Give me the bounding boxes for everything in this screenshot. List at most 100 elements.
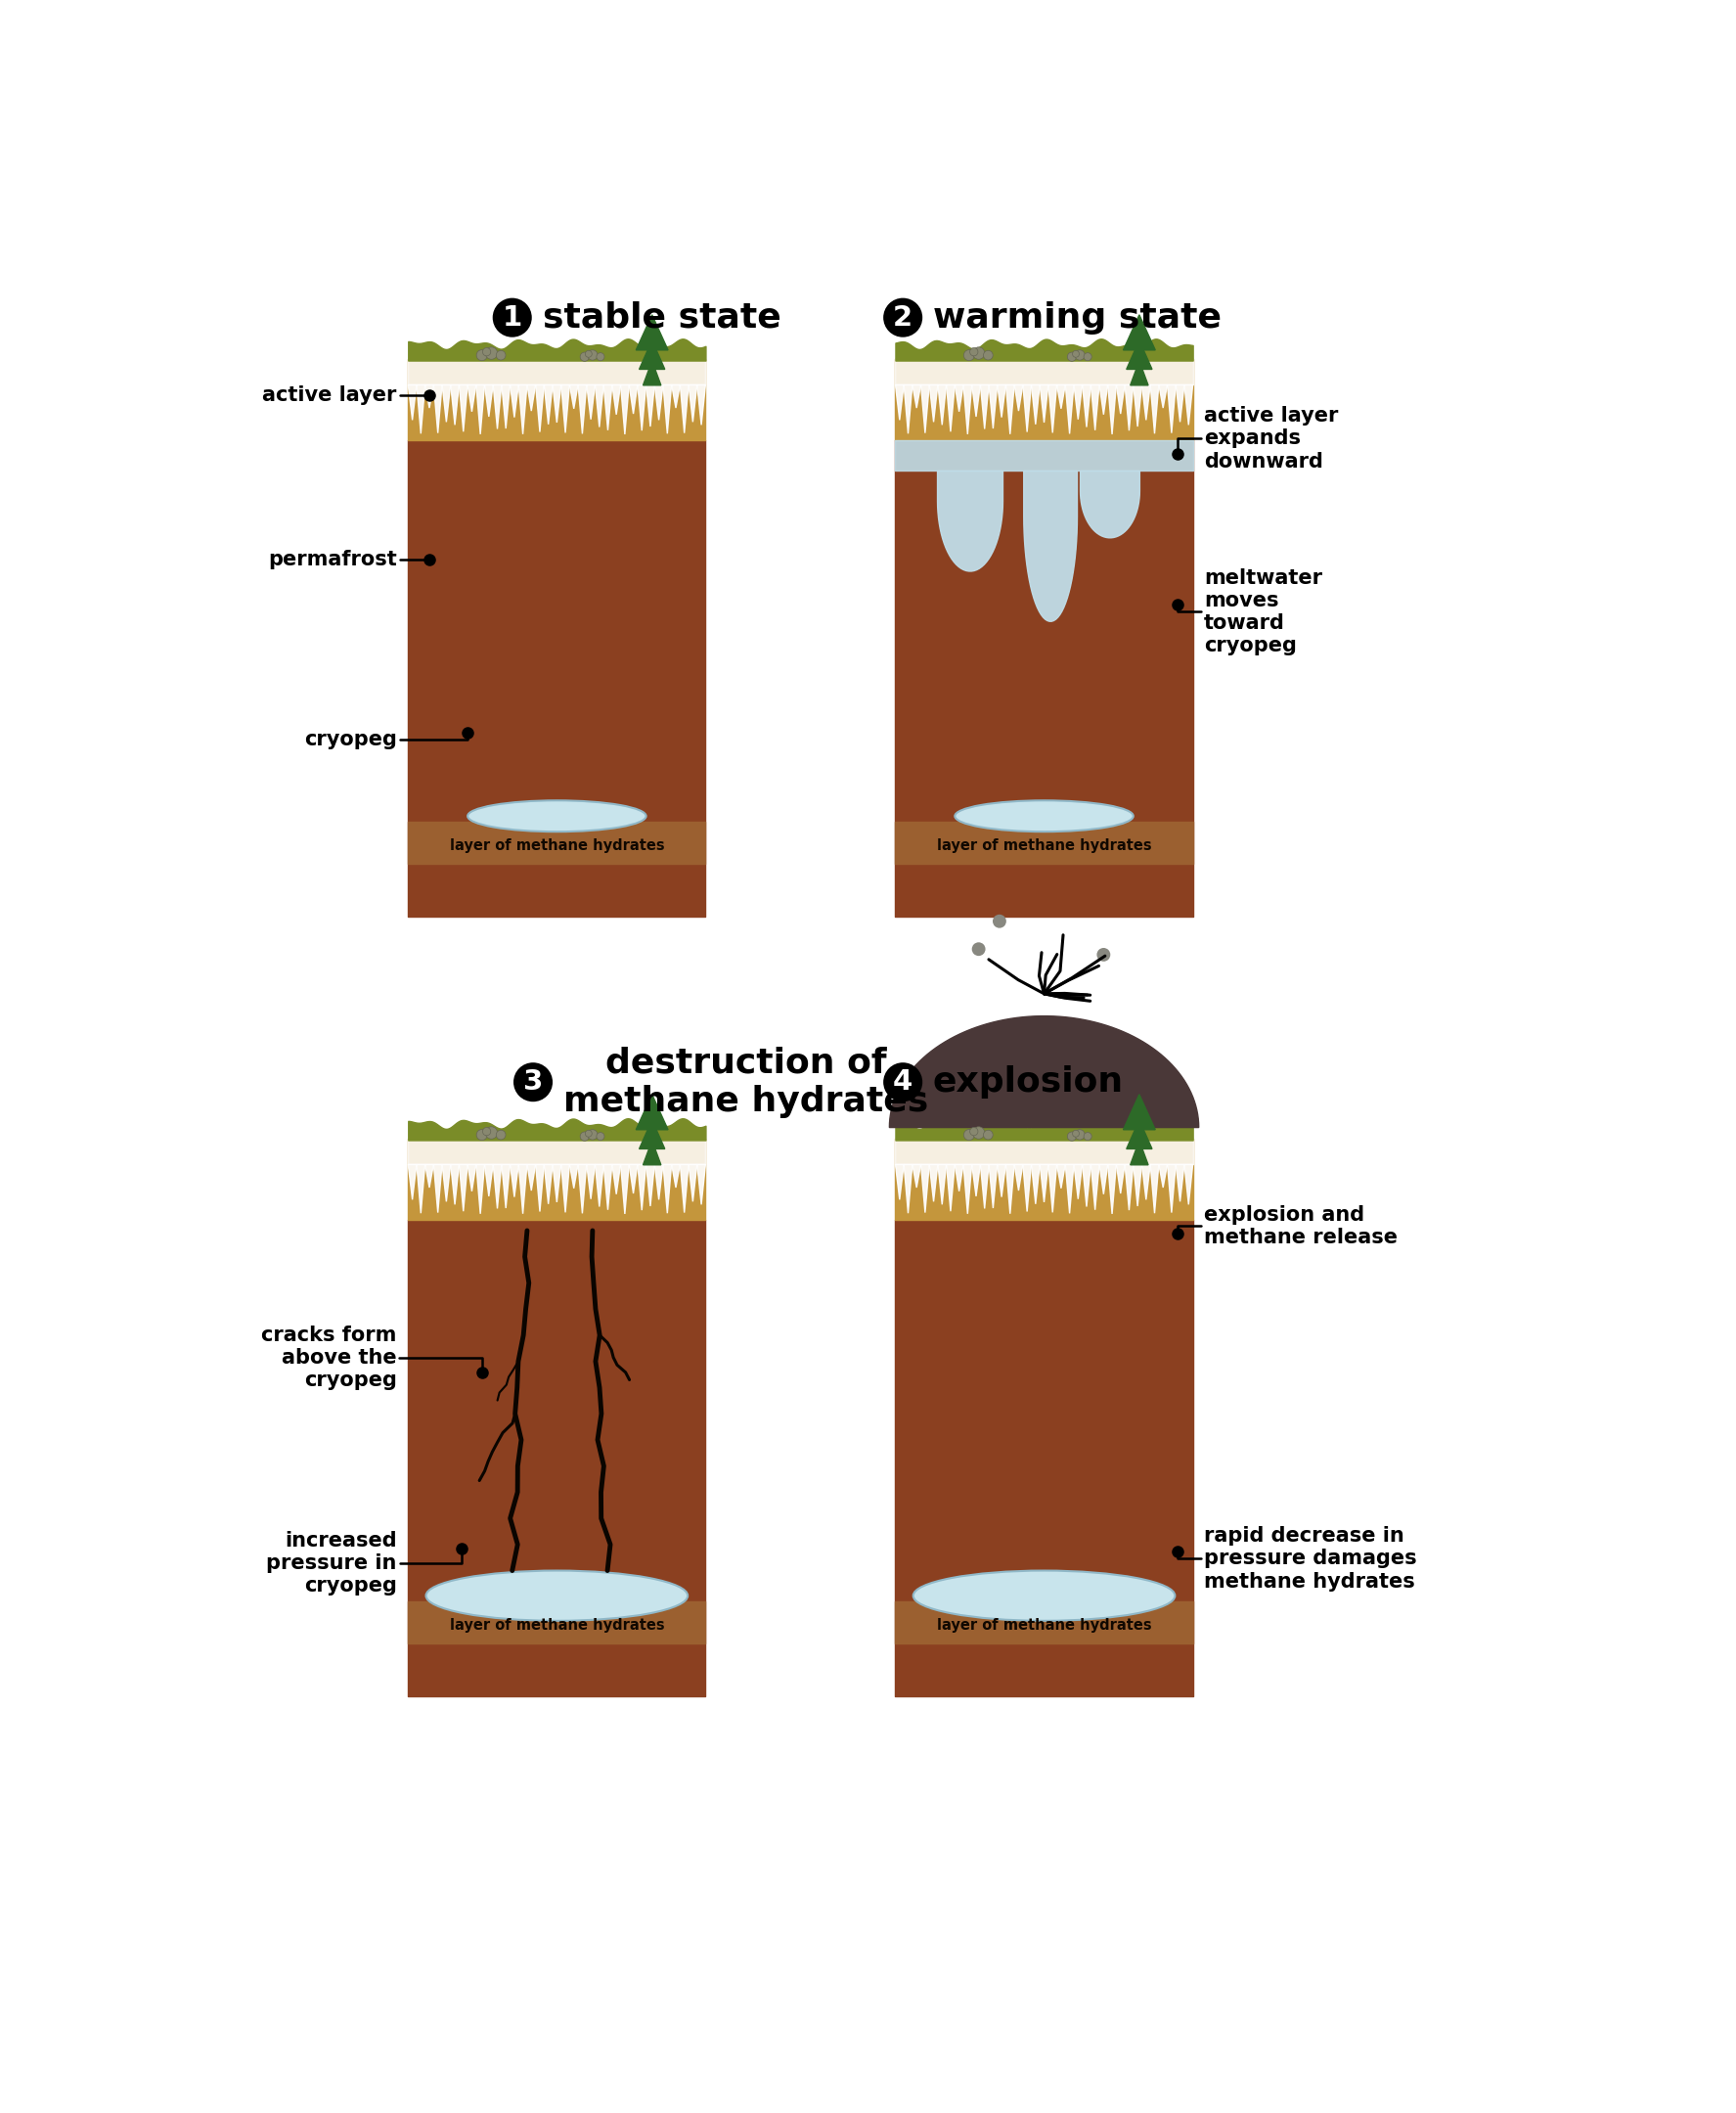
Polygon shape [904, 385, 913, 433]
Polygon shape [639, 340, 665, 370]
Polygon shape [1127, 340, 1153, 370]
Polygon shape [663, 1164, 672, 1213]
Polygon shape [569, 1164, 578, 1188]
Polygon shape [620, 385, 628, 435]
Polygon shape [1075, 385, 1082, 418]
Polygon shape [1167, 1164, 1175, 1213]
Polygon shape [920, 385, 929, 433]
Circle shape [486, 347, 498, 359]
Text: destruction of
methane hydrates: destruction of methane hydrates [562, 1046, 929, 1118]
Polygon shape [458, 385, 467, 431]
Circle shape [1073, 351, 1080, 357]
Polygon shape [637, 1164, 646, 1211]
Polygon shape [1057, 1164, 1066, 1188]
Polygon shape [1127, 1120, 1153, 1149]
Polygon shape [955, 385, 963, 412]
Polygon shape [552, 385, 561, 423]
Polygon shape [1151, 385, 1160, 433]
Polygon shape [434, 385, 443, 433]
Polygon shape [1134, 385, 1142, 427]
Polygon shape [552, 1164, 561, 1202]
Text: layer of methane hydrates: layer of methane hydrates [450, 1619, 665, 1633]
Circle shape [496, 351, 505, 359]
Polygon shape [543, 385, 552, 425]
Text: active layer
expands
downward: active layer expands downward [1205, 406, 1338, 471]
Text: explosion: explosion [932, 1065, 1123, 1099]
Polygon shape [635, 1095, 668, 1130]
Circle shape [585, 1130, 592, 1137]
Polygon shape [451, 1164, 458, 1204]
Polygon shape [937, 1164, 946, 1204]
Polygon shape [681, 385, 689, 433]
Circle shape [963, 1130, 974, 1141]
Polygon shape [1167, 385, 1175, 433]
Polygon shape [425, 385, 434, 408]
Polygon shape [972, 385, 981, 416]
Polygon shape [1184, 1164, 1193, 1204]
Polygon shape [1049, 385, 1057, 433]
Polygon shape [587, 385, 595, 418]
Ellipse shape [955, 801, 1134, 833]
Polygon shape [654, 1164, 663, 1200]
Circle shape [493, 298, 531, 338]
Circle shape [884, 298, 922, 338]
Polygon shape [561, 1164, 569, 1213]
Polygon shape [458, 1164, 467, 1211]
Circle shape [580, 1133, 589, 1141]
Text: 4: 4 [892, 1069, 913, 1097]
Polygon shape [1108, 385, 1116, 435]
Circle shape [972, 1126, 984, 1139]
Polygon shape [510, 1164, 519, 1196]
Polygon shape [637, 385, 646, 431]
Polygon shape [595, 385, 604, 427]
Polygon shape [998, 385, 1005, 418]
Polygon shape [628, 1164, 637, 1194]
Polygon shape [1040, 1164, 1049, 1202]
Polygon shape [1099, 1164, 1108, 1194]
Polygon shape [1123, 1095, 1154, 1130]
Polygon shape [417, 385, 425, 433]
Polygon shape [1014, 385, 1023, 410]
Polygon shape [1175, 1164, 1184, 1202]
Polygon shape [963, 385, 972, 433]
Text: rapid decrease in
pressure damages
methane hydrates: rapid decrease in pressure damages metha… [1205, 1526, 1417, 1591]
Polygon shape [946, 1164, 955, 1211]
Circle shape [483, 1128, 491, 1135]
Polygon shape [1082, 385, 1090, 427]
Polygon shape [1031, 385, 1040, 425]
Polygon shape [613, 385, 620, 414]
Text: 2: 2 [892, 304, 913, 332]
Circle shape [597, 1133, 604, 1141]
Polygon shape [689, 385, 698, 423]
Polygon shape [604, 385, 613, 431]
Circle shape [1083, 1133, 1092, 1141]
Circle shape [1073, 1130, 1080, 1137]
Polygon shape [642, 361, 661, 385]
Polygon shape [639, 1120, 665, 1149]
Polygon shape [476, 385, 484, 433]
Circle shape [884, 1063, 922, 1101]
Polygon shape [519, 1164, 528, 1213]
Polygon shape [493, 1164, 502, 1209]
Circle shape [983, 1130, 993, 1139]
Polygon shape [1108, 1164, 1116, 1215]
Circle shape [1068, 353, 1076, 361]
Polygon shape [1125, 1164, 1134, 1211]
Ellipse shape [467, 801, 646, 833]
Polygon shape [689, 1164, 698, 1202]
Polygon shape [1116, 385, 1125, 414]
Polygon shape [443, 385, 451, 423]
Polygon shape [672, 1164, 681, 1188]
Polygon shape [1160, 1164, 1167, 1188]
Polygon shape [1005, 1164, 1014, 1213]
Polygon shape [1130, 1141, 1147, 1164]
Polygon shape [587, 1164, 595, 1198]
Circle shape [1097, 949, 1111, 961]
Text: meltwater
moves
toward
cryopeg: meltwater moves toward cryopeg [1205, 568, 1323, 655]
Polygon shape [955, 1164, 963, 1192]
Polygon shape [646, 1164, 654, 1207]
Polygon shape [920, 1164, 929, 1213]
Circle shape [587, 1130, 597, 1139]
Polygon shape [493, 385, 502, 429]
Polygon shape [467, 1164, 476, 1192]
